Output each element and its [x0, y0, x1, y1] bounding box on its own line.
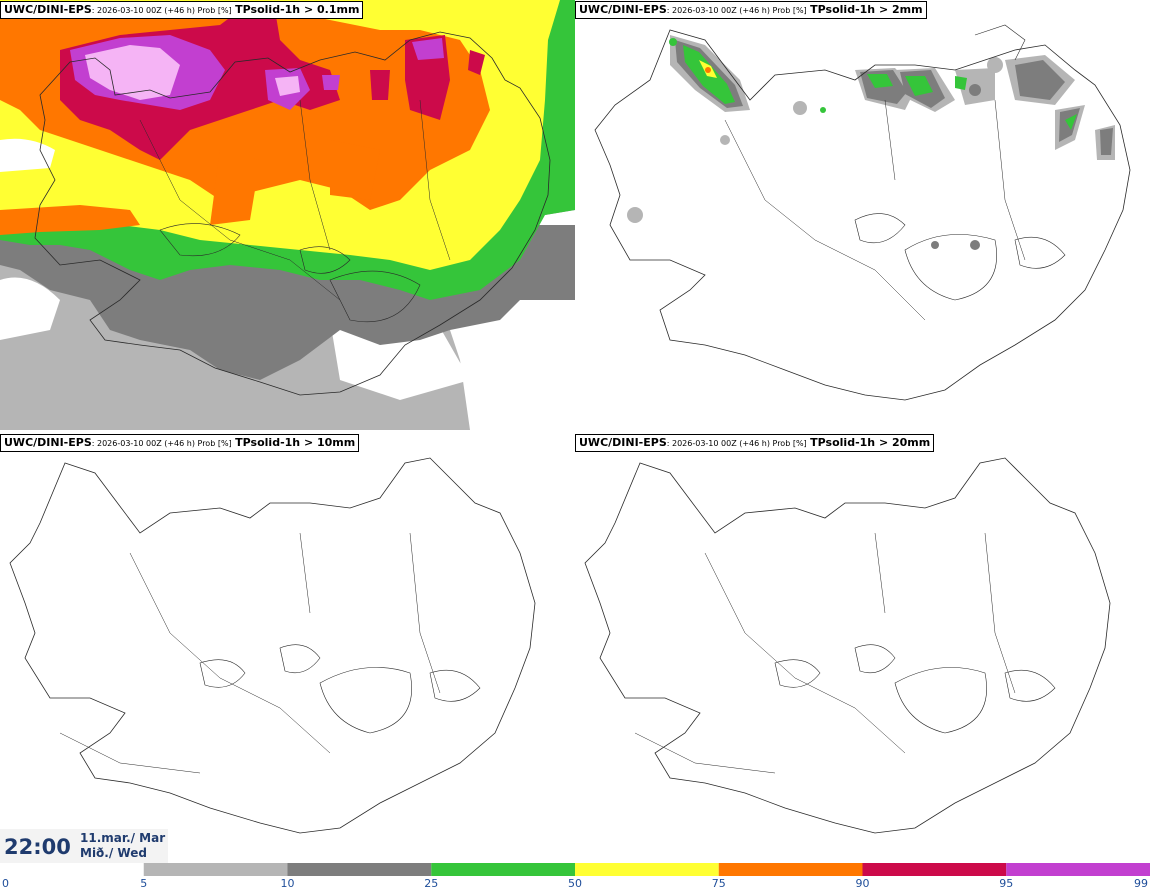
- panel-title: UWC/DINI-EPS: 2026-03-10 00Z (+46 h) Pro…: [0, 1, 364, 19]
- white-dry-area: [0, 138, 55, 172]
- colorbar-segment: [1006, 863, 1150, 876]
- probability-colorbar: 0 5 10 25 50 75 90 95 99: [2, 863, 1150, 890]
- map-background: [0, 433, 575, 863]
- colorbar-tick-label: 25: [424, 877, 438, 890]
- colorbar-tick-label: 90: [856, 877, 870, 890]
- colorbar-segment: [862, 863, 1007, 876]
- probability-map: [575, 0, 1150, 430]
- probability-map: [0, 433, 575, 863]
- colorbar-tick-label: 75: [712, 877, 726, 890]
- colorbar-tick-label: 95: [999, 877, 1013, 890]
- pink-prob-area: [85, 45, 300, 100]
- coastline: [584, 457, 1111, 834]
- colorbar-segment: [431, 863, 575, 876]
- map-panel-prob-2mm: UWC/DINI-EPS: 2026-03-10 00Z (+46 h) Pro…: [575, 0, 1150, 430]
- colorbar-segment: [287, 863, 432, 876]
- map-panel-prob-10mm: UWC/DINI-EPS: 2026-03-10 00Z (+46 h) Pro…: [0, 433, 575, 863]
- map-panel-prob-20mm: UWC/DINI-EPS: 2026-03-10 00Z (+46 h) Pro…: [575, 433, 1150, 863]
- colorbar-tick-label: 5: [140, 877, 147, 890]
- orange-prob-area: [705, 67, 711, 73]
- valid-time-box: 22:00 11.mar./ Mar Mið./ Wed: [0, 829, 168, 863]
- panel-title: UWC/DINI-EPS: 2026-03-10 00Z (+46 h) Pro…: [0, 434, 360, 452]
- map-background: [575, 433, 1150, 863]
- coastline: [34, 31, 551, 396]
- probability-map: [575, 433, 1150, 863]
- colorbar-segment: [143, 863, 288, 876]
- valid-date-line2: Mið./ Wed: [80, 846, 147, 860]
- colorbar-tick-label: 10: [281, 877, 295, 890]
- valid-date: 11.mar./ Mar Mið./ Wed: [80, 831, 165, 861]
- probability-map: [0, 0, 575, 430]
- colorbar-tick-label: 0: [2, 877, 9, 890]
- map-panel-prob-0p1mm: UWC/DINI-EPS: 2026-03-10 00Z (+46 h) Pro…: [0, 0, 575, 430]
- colorbar-tick-label: 99: [1134, 877, 1148, 890]
- panel-title: UWC/DINI-EPS: 2026-03-10 00Z (+46 h) Pro…: [575, 434, 935, 452]
- valid-date-line1: 11.mar./ Mar: [80, 831, 166, 845]
- coastline: [594, 24, 1131, 401]
- map-background: [575, 0, 1150, 430]
- panel-title: UWC/DINI-EPS: 2026-03-10 00Z (+46 h) Pro…: [575, 1, 927, 19]
- colorbar-tick-label: 50: [568, 877, 582, 890]
- colorbar-segment: [575, 863, 719, 876]
- valid-time: 22:00: [4, 835, 71, 859]
- colorbar-segment: [718, 863, 863, 876]
- coastline: [9, 457, 536, 834]
